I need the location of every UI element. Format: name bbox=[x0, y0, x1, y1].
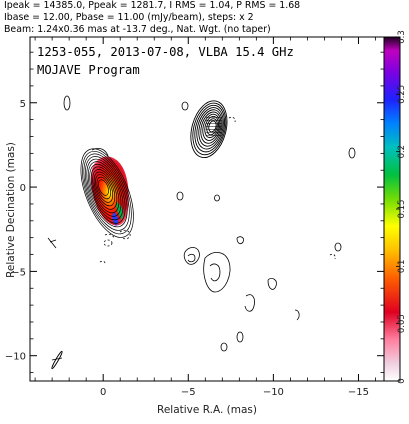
core-contour bbox=[82, 151, 132, 235]
weak-contour bbox=[348, 147, 356, 159]
core-contour bbox=[98, 179, 109, 196]
header-base-line: Ibase = 12.00, Pbase = 11.00 (mJy/beam),… bbox=[4, 12, 254, 23]
weak-contour bbox=[119, 229, 131, 240]
weak-contour bbox=[99, 260, 106, 266]
knot-contour bbox=[190, 100, 228, 159]
knot-contour bbox=[206, 118, 218, 136]
weak-contour bbox=[220, 342, 228, 352]
core-contour bbox=[80, 148, 134, 238]
weak-contour bbox=[228, 116, 236, 123]
colorbar-tick-label: 0.2 bbox=[397, 145, 407, 159]
y-tick-label: −10 bbox=[5, 352, 26, 363]
x-tick-label: −5 bbox=[181, 387, 196, 398]
core-component bbox=[80, 148, 134, 238]
weak-contour bbox=[176, 191, 184, 201]
beam-cross bbox=[51, 357, 63, 361]
weak-contour bbox=[183, 247, 200, 265]
knot-contour bbox=[198, 109, 223, 147]
core-contour bbox=[84, 156, 128, 228]
x-tick-label: −10 bbox=[263, 387, 284, 398]
weak-contour bbox=[329, 253, 336, 260]
knot-contour bbox=[194, 104, 226, 153]
colorbar-tick-label: 0 bbox=[397, 378, 407, 383]
colorbar-tick-label: 0.25 bbox=[397, 85, 407, 104]
weak-contour bbox=[203, 252, 231, 293]
knot-contour bbox=[200, 111, 222, 144]
image-header: Ipeak = 14385.0, Ppeak = 1281.7, I RMS =… bbox=[4, 0, 408, 36]
core-contour bbox=[86, 158, 126, 224]
weak-contour bbox=[334, 242, 342, 252]
core-contour bbox=[83, 153, 130, 231]
colorbar-tick-label: 0.3 bbox=[397, 30, 407, 44]
core-contour bbox=[87, 161, 124, 221]
beam-marker bbox=[51, 350, 63, 370]
knot-contour bbox=[204, 116, 219, 139]
core-contour bbox=[89, 163, 122, 217]
y-tick-label: −5 bbox=[11, 267, 26, 278]
plot-frame bbox=[29, 36, 385, 382]
extended-contours bbox=[47, 95, 356, 352]
weak-contour bbox=[181, 101, 189, 111]
core-contour bbox=[96, 176, 112, 200]
knot-contour bbox=[208, 120, 217, 133]
weak-contour bbox=[63, 95, 71, 111]
weak-contour bbox=[91, 148, 109, 157]
core-blue-patch bbox=[112, 212, 119, 226]
weak-contour bbox=[214, 194, 220, 202]
x-tick-label: 0 bbox=[100, 387, 106, 398]
colorbar-tick-label: 0.15 bbox=[397, 200, 407, 219]
y-tick-label: 5 bbox=[20, 99, 26, 110]
plot-subtitle: MOJAVE Program bbox=[37, 63, 140, 77]
weak-contour bbox=[267, 278, 277, 290]
core-contour bbox=[90, 166, 120, 214]
weak-contour bbox=[209, 263, 221, 282]
header-beam-line: Beam: 1.24x0.36 mas at -13.7 deg., Nat. … bbox=[4, 24, 271, 35]
axes: 0 −5 −10 −15 5 0 −5 −10 bbox=[5, 37, 384, 398]
y-tick-label: 0 bbox=[20, 183, 26, 194]
weak-contour bbox=[103, 239, 113, 247]
core-contours bbox=[80, 148, 134, 238]
weak-contour bbox=[236, 236, 244, 245]
header-peak-line: Ipeak = 14385.0, Ppeak = 1281.7, I RMS =… bbox=[4, 0, 301, 11]
knot-contour bbox=[196, 107, 224, 150]
colorbar-tick-label: 0.05 bbox=[397, 314, 407, 333]
x-tick-label: −15 bbox=[348, 387, 369, 398]
weak-contour bbox=[104, 233, 116, 240]
core-contour bbox=[95, 174, 114, 203]
core-contour bbox=[92, 169, 118, 210]
plot-title: 1253-055, 2013-07-08, VLBA 15.4 GHz bbox=[37, 45, 294, 59]
core-contour bbox=[93, 171, 116, 207]
y-axis-label: Relative Decination (mas) bbox=[5, 142, 17, 278]
weak-contour bbox=[244, 294, 255, 312]
x-axis-label: Relative R.A. (mas) bbox=[157, 404, 257, 416]
colorbar-axis: 0 0.05 0.1 0.15 0.2 0.25 0.3 bbox=[396, 30, 407, 384]
weak-contour bbox=[294, 309, 300, 321]
jet-knot-contours bbox=[190, 100, 228, 159]
weak-contour bbox=[236, 331, 244, 343]
weak-contour bbox=[47, 237, 57, 249]
weak-contour bbox=[187, 253, 196, 263]
knot-contour bbox=[192, 102, 227, 156]
colorbar-tick-label: 0.1 bbox=[397, 260, 407, 274]
